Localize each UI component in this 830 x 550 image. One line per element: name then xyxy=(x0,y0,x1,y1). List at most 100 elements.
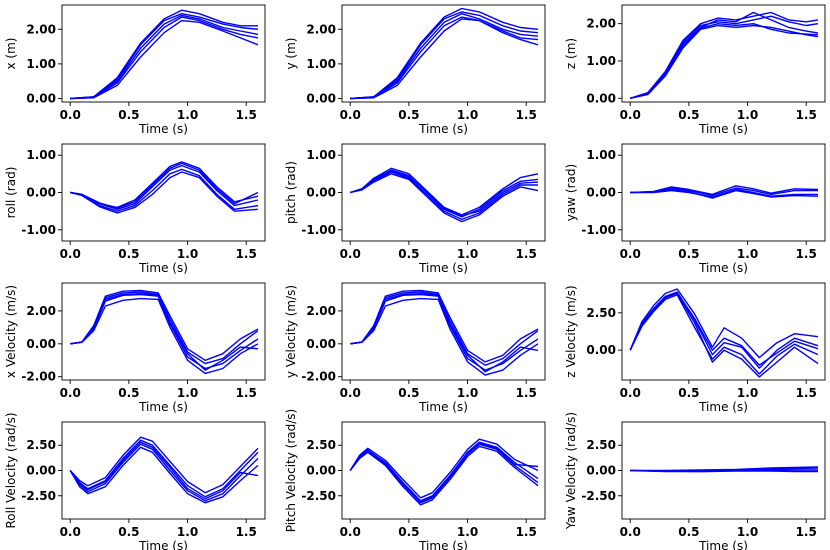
y-axis-label: y Velocity (m/s) xyxy=(284,285,298,378)
series-line-3 xyxy=(630,466,819,472)
x-axis-label: Time (s) xyxy=(418,261,468,275)
y-tick-label: -2.50 xyxy=(301,489,336,503)
x-tick-label: 0.0 xyxy=(340,525,361,539)
y-axis-label: pitch (rad) xyxy=(284,161,298,224)
y-tick-label: -2.00 xyxy=(301,370,336,384)
series-line-2 xyxy=(70,168,259,212)
axes-frame xyxy=(341,421,546,520)
series-line-4 xyxy=(70,171,259,214)
y-tick-label: -1.00 xyxy=(301,223,336,237)
x-tick-label: 1.5 xyxy=(236,247,257,261)
series-line-3 xyxy=(349,438,539,499)
x-axis-label: Time (s) xyxy=(418,122,468,136)
series-line-3 xyxy=(69,436,259,494)
series-line-4 xyxy=(70,289,259,361)
y-tick-label: 1.00 xyxy=(306,57,336,71)
subplot-12: 0.0 0.5 1.0 1.5 -2.50 0.00 2.50 Time (s) Yaw Vel… xyxy=(564,412,826,550)
y-axis-label: yaw (rad) xyxy=(564,164,578,221)
y-tick-label: 0.00 xyxy=(586,186,616,200)
x-tick-label: 0.0 xyxy=(60,247,81,261)
y-tick-label: 1.00 xyxy=(306,148,336,162)
x-axis-label: Time (s) xyxy=(418,539,468,550)
y-tick-label: 2.00 xyxy=(306,304,336,318)
x-tick-label: 1.5 xyxy=(236,108,257,122)
y-axis-label: x Velocity (m/s) xyxy=(4,285,18,378)
y-tick-label: -2.50 xyxy=(21,489,56,503)
x-tick-label: 0.5 xyxy=(398,525,419,539)
x-tick-label: 0.5 xyxy=(678,525,699,539)
axes-frame xyxy=(621,4,826,103)
y-tick-label: 0.00 xyxy=(306,92,336,106)
y-tick-label: 2.00 xyxy=(26,22,56,36)
y-tick-label: -1.00 xyxy=(581,223,616,237)
x-axis-label: Time (s) xyxy=(138,261,188,275)
x-tick-label: 0.0 xyxy=(620,525,641,539)
subplot-11: 0.0 0.5 1.0 1.5 -2.50 0.00 2.50 Time (s) Pitch V… xyxy=(284,409,546,550)
y-axis-label: x (m) xyxy=(4,38,18,70)
series-line-4 xyxy=(629,11,819,99)
x-tick-label: 1.0 xyxy=(177,108,198,122)
subplot-10: 0.0 0.5 1.0 1.5 -2.50 0.00 2.50 Time (s) Roll Ve… xyxy=(4,412,266,550)
subplot-8: 0.0 0.5 1.0 1.5 -2.00 0.00 2.00 Time (s) y Veloc… xyxy=(284,282,546,414)
x-tick-label: 0.5 xyxy=(118,525,139,539)
x-tick-label: 0.5 xyxy=(398,247,419,261)
x-tick-label: 0.5 xyxy=(678,247,699,261)
x-tick-label: 1.0 xyxy=(457,108,478,122)
series-line-5 xyxy=(349,442,539,503)
y-tick-label: -2.00 xyxy=(21,370,56,384)
x-tick-label: 1.0 xyxy=(737,386,758,400)
series-line-4 xyxy=(350,18,539,100)
series-line-3 xyxy=(349,167,539,216)
series-line-3 xyxy=(70,16,259,100)
series-line-2 xyxy=(349,445,539,506)
series-line-3 xyxy=(630,185,819,196)
x-tick-label: 1.0 xyxy=(457,386,478,400)
axes-frame xyxy=(61,143,266,242)
axes-frame xyxy=(341,4,546,103)
series-line-3 xyxy=(630,24,819,99)
series-line-5 xyxy=(69,441,259,500)
y-tick-label: 1.00 xyxy=(586,54,616,68)
subplot-5: 0.0 0.5 1.0 1.5 -1.00 0.00 1.00 Time (s) pitch (… xyxy=(284,143,546,275)
series-line-2 xyxy=(630,11,819,99)
x-tick-label: 1.0 xyxy=(737,108,758,122)
y-tick-label: 0.00 xyxy=(306,186,336,200)
series-line-1 xyxy=(70,12,259,100)
series-line-3 xyxy=(350,297,539,376)
x-tick-label: 1.5 xyxy=(236,525,257,539)
series-line-5 xyxy=(630,23,819,99)
y-tick-label: 2.00 xyxy=(586,17,616,31)
series-line-3 xyxy=(350,16,539,100)
y-tick-label: 2.50 xyxy=(306,438,336,452)
y-tick-label: 1.00 xyxy=(26,57,56,71)
axes-frame xyxy=(61,4,266,103)
x-axis-label: Time (s) xyxy=(698,539,748,550)
x-axis-label: Time (s) xyxy=(138,539,188,550)
x-axis-label: Time (s) xyxy=(698,261,748,275)
x-tick-label: 1.0 xyxy=(177,247,198,261)
x-tick-label: 1.5 xyxy=(796,108,817,122)
x-tick-label: 1.5 xyxy=(516,247,537,261)
x-axis-label: Time (s) xyxy=(698,122,748,136)
x-tick-label: 0.5 xyxy=(398,386,419,400)
series-line-2 xyxy=(70,14,259,100)
x-tick-label: 0.0 xyxy=(620,108,641,122)
series-line-1 xyxy=(349,441,539,502)
series-line-5 xyxy=(70,162,259,209)
subplot-9: 0.0 0.5 1.0 1.5 0.00 2.50 Time (s) z Velocity (… xyxy=(564,282,826,414)
series-line-4 xyxy=(70,19,259,100)
series-line-5 xyxy=(350,7,539,100)
y-tick-label: 0.00 xyxy=(26,186,56,200)
series-line-5 xyxy=(629,292,819,366)
y-axis-label: Pitch Velocity (rad/s) xyxy=(284,409,298,532)
x-tick-label: 0.0 xyxy=(340,386,361,400)
y-axis-label: y (m) xyxy=(284,38,298,70)
y-axis-label: Roll Velocity (rad/s) xyxy=(4,412,18,528)
y-tick-label: -1.00 xyxy=(21,223,56,237)
axes-frame xyxy=(341,143,546,242)
subplot-1: 0.0 0.5 1.0 1.5 0.00 1.00 2.00 Time (s) x (m) xyxy=(4,4,266,136)
x-tick-label: 0.5 xyxy=(678,108,699,122)
y-tick-label: 0.00 xyxy=(586,91,616,105)
x-tick-label: 0.0 xyxy=(60,386,81,400)
y-tick-label: 0.00 xyxy=(586,464,616,478)
